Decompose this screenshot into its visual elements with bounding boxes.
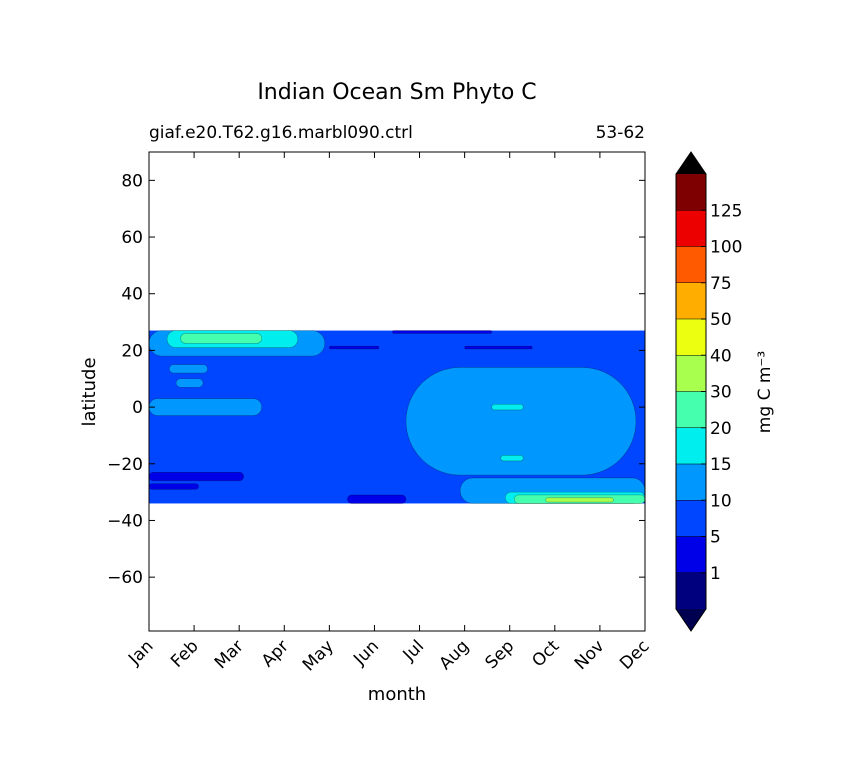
colorbar-band — [676, 355, 706, 392]
colorbar-tick-label: 125 — [710, 201, 742, 221]
y-axis-label: latitude — [79, 357, 100, 426]
x-tick-label: Sep — [481, 636, 518, 673]
contour-region — [347, 494, 407, 504]
y-tick-label: 60 — [121, 228, 143, 248]
colorbar-band — [676, 572, 706, 609]
contour-region — [464, 345, 533, 350]
contour-region — [500, 454, 524, 462]
y-tick-label: 20 — [121, 341, 143, 361]
contour-region — [168, 364, 208, 374]
colorbar-band — [676, 210, 706, 247]
contour-region — [149, 398, 263, 416]
contour-region — [180, 333, 263, 344]
x-tick-label: Jan — [124, 636, 157, 669]
contour-region — [149, 471, 244, 482]
colorbar-band — [676, 500, 706, 537]
colorbar-under-triangle — [676, 609, 706, 631]
chart-title: Indian Ocean Sm Phyto C — [257, 80, 536, 105]
x-tick-label: Nov — [571, 636, 609, 674]
plot-area: 80 60 40 20 0 −20 −40 −60 Jan Feb Mar Apr May Jun Jul… — [107, 151, 654, 675]
colorbar-tick-label: 30 — [710, 383, 732, 403]
colorbar-tick-label: 100 — [710, 238, 742, 258]
chart-subtitle-right: 53-62 — [596, 123, 645, 143]
y-tick-label: 40 — [121, 285, 143, 305]
x-tick-label: Apr — [258, 636, 293, 671]
colorbar-tick-label: 10 — [710, 491, 732, 511]
contour-region — [405, 367, 637, 476]
colorbar-band — [676, 174, 706, 211]
x-tick-label: Mar — [211, 636, 248, 673]
contour-region — [329, 345, 380, 350]
y-tick-label: 0 — [132, 398, 143, 418]
contour-region — [175, 378, 204, 388]
colorbar-band — [676, 536, 706, 573]
y-tick-label: −40 — [107, 511, 143, 531]
contour-region — [491, 403, 524, 411]
y-tick-label: −60 — [107, 568, 143, 588]
x-tick-label: Jun — [349, 636, 383, 670]
y-tick-label: −20 — [107, 455, 143, 475]
colorbar-band — [676, 427, 706, 464]
colorbar-over-triangle — [676, 152, 706, 174]
colorbar-band — [676, 319, 706, 356]
x-axis-label: month — [368, 684, 426, 705]
colorbar-tick-label: 75 — [710, 274, 732, 294]
colorbar-band — [676, 391, 706, 428]
colorbar-tick-label: 40 — [710, 346, 732, 366]
plot-frame — [148, 151, 646, 632]
x-tick-label: Feb — [167, 636, 202, 671]
x-tick-label: Dec — [616, 636, 653, 673]
x-tick-label: Jul — [399, 636, 428, 665]
contour-region — [392, 330, 492, 334]
colorbar-tick-label: 20 — [710, 419, 732, 439]
colorbar-tick-label: 50 — [710, 310, 732, 330]
x-tick-label: Oct — [528, 636, 563, 671]
colorbar-band — [676, 464, 706, 501]
colorbar-outline — [675, 151, 707, 632]
contour-region — [545, 497, 614, 503]
x-tick-label: May — [299, 636, 338, 675]
colorbar-band — [676, 282, 706, 319]
x-tick-label: Aug — [436, 636, 474, 674]
colorbar-tick-label: 15 — [710, 455, 732, 475]
colorbar-tick-label: 5 — [710, 528, 721, 548]
colorbar-label: mg C m⁻³ — [755, 351, 775, 433]
colorbar-band — [676, 246, 706, 283]
contour-region — [149, 483, 199, 490]
colorbar-tick-label: 1 — [710, 564, 721, 584]
y-tick-label: 80 — [121, 171, 143, 191]
chart-subtitle-left: giaf.e20.T62.g16.marbl090.ctrl — [149, 123, 413, 143]
